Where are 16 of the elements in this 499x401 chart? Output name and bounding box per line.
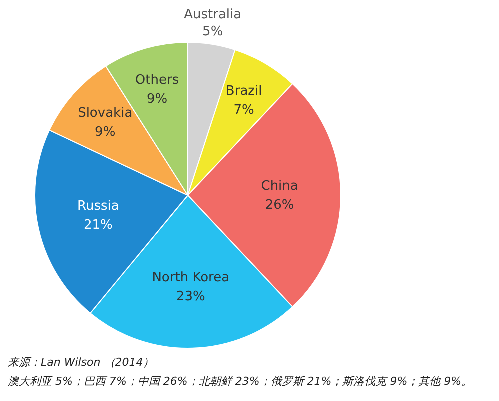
data-label: 21% — [84, 218, 113, 233]
data-label: 5% — [202, 24, 224, 40]
slice-label: Australia — [184, 7, 242, 22]
slice-label: Russia — [78, 198, 120, 214]
data-label: 26% — [265, 198, 294, 213]
slice-label: China — [261, 178, 298, 194]
slice-label: Brazil — [226, 84, 262, 100]
slice-label: Others — [135, 73, 180, 88]
data-label: 9% — [95, 125, 116, 140]
data-label: 7% — [234, 103, 254, 118]
source-note: 来源：Lan Wilson （2014） — [8, 355, 156, 371]
slice-label: North Korea — [152, 270, 230, 286]
data-label: 9% — [146, 92, 168, 108]
data-label: 23% — [176, 290, 206, 305]
text: 澳大利亚 5%；巴西 7%；中国 26%；北朝鲜 23%；俄罗斯 21%；斯洛伐克 9%；其他 9%。 — [8, 374, 474, 390]
slice-label: Slovakia — [78, 106, 133, 122]
